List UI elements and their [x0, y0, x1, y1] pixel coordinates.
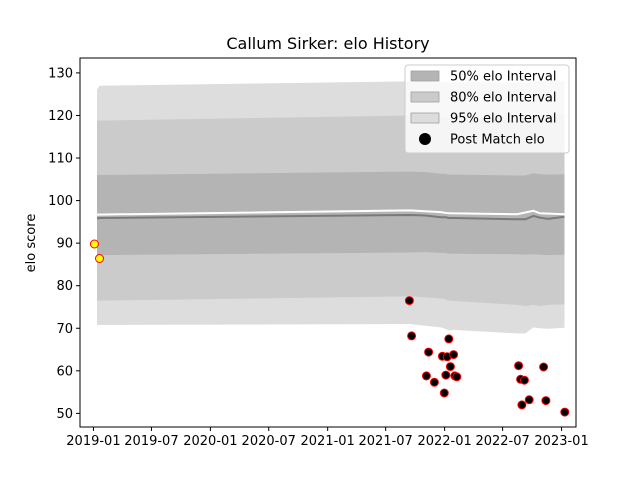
- x-tick-label: 2020-07: [242, 434, 296, 449]
- y-axis-label: elo score: [24, 214, 39, 273]
- y-tick-label: 60: [56, 364, 73, 379]
- legend-box: [404, 64, 570, 154]
- post-match-point: [452, 372, 462, 382]
- y-tick-label: 100: [48, 194, 73, 209]
- post-match-point: [560, 407, 570, 417]
- x-tick-label: 2021-07: [359, 434, 413, 449]
- y-tick-label: 90: [56, 237, 73, 252]
- post-match-point: [89, 239, 99, 249]
- post-match-point: [95, 254, 104, 263]
- x-tick-label: 2022-07: [475, 434, 529, 449]
- post-match-point: [424, 347, 434, 357]
- post-match-point: [404, 296, 414, 306]
- legend-label: Post Match elo: [450, 133, 545, 148]
- y-tick-label: 80: [56, 279, 73, 294]
- mean-elo-line: [96, 213, 565, 221]
- ci50-band: [97, 171, 565, 256]
- post-match-point: [541, 396, 551, 406]
- post-match-point: [444, 334, 454, 344]
- legend-swatch: [410, 112, 440, 124]
- chart-title: Callum Sirker: elo History: [226, 34, 429, 53]
- legend-label: 50% elo Interval: [450, 70, 557, 85]
- y-tick-label: 120: [48, 109, 73, 124]
- x-tick-label: 2021-01: [301, 434, 355, 449]
- post-match-point: [439, 388, 449, 398]
- legend-marker: [419, 133, 431, 145]
- post-match-point: [449, 350, 459, 360]
- post-match-point: [539, 362, 549, 372]
- post-match-point: [421, 371, 431, 381]
- x-tick-label: 2019-07: [124, 434, 178, 449]
- post-match-point: [407, 331, 417, 341]
- x-tick-label: 2023-01: [534, 434, 588, 449]
- y-tick-label: 50: [56, 407, 73, 422]
- y-tick-label: 110: [48, 152, 73, 167]
- y-tick-label: 70: [56, 322, 73, 337]
- legend-label: 80% elo Interval: [450, 91, 557, 106]
- post-match-points: [89, 239, 570, 417]
- post-match-point: [445, 362, 455, 372]
- y-axis: 50 60 70 80 90 100 110 120 130: [48, 66, 80, 422]
- legend-swatch: [410, 70, 440, 82]
- post-match-point: [429, 377, 439, 387]
- post-match-point: [524, 395, 534, 405]
- post-match-point: [519, 375, 529, 385]
- x-tick-label: 2019-01: [66, 434, 120, 449]
- rating-line: [96, 209, 565, 216]
- legend: 50% elo Interval 80% elo Interval 95% elo …: [404, 64, 570, 154]
- post-match-point: [514, 361, 524, 371]
- trend-lines: [96, 209, 565, 221]
- x-axis: 2019-01 2019-07 2020-01 2020-07 2021-01 2021-…: [66, 427, 589, 449]
- x-tick-label: 2022-01: [417, 434, 471, 449]
- y-tick-label: 130: [48, 66, 73, 81]
- post-match-point: [517, 400, 527, 410]
- post-match-point: [441, 370, 451, 380]
- x-tick-label: 2020-01: [183, 434, 237, 449]
- legend-swatch: [410, 91, 440, 103]
- legend-label: 95% elo Interval: [450, 112, 557, 127]
